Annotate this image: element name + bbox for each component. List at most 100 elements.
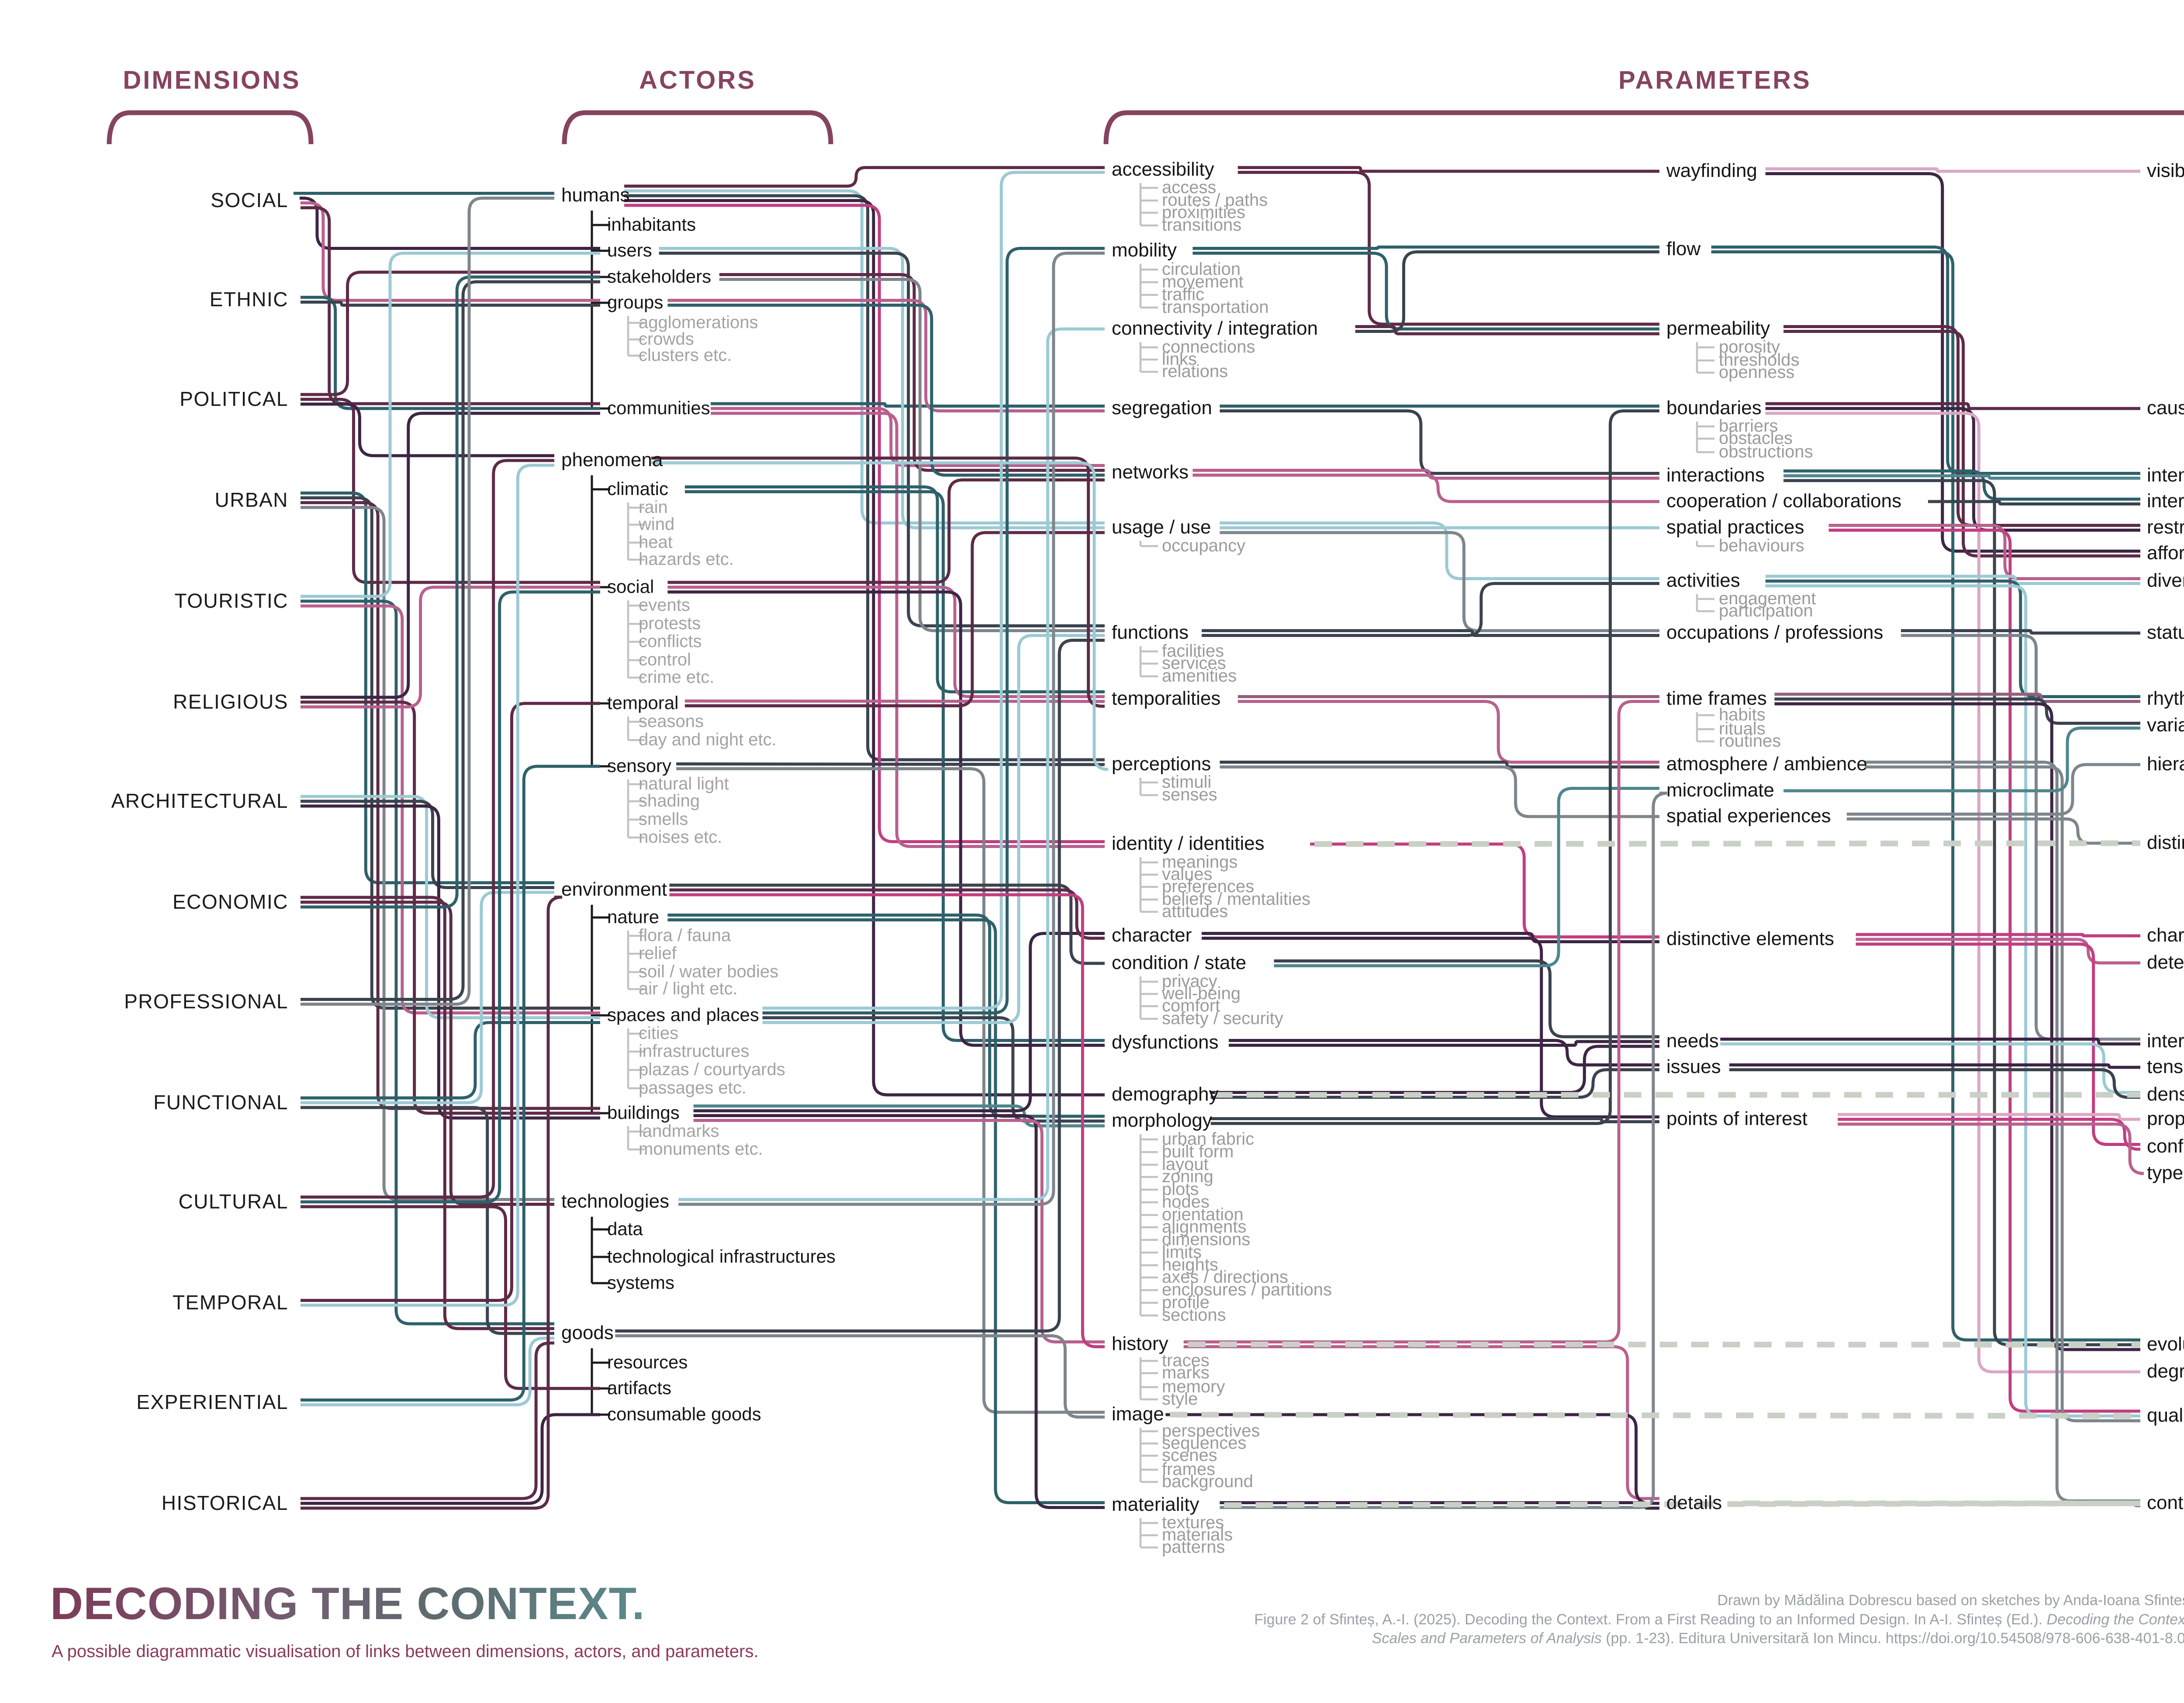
link-interactions-evolution — [1783, 479, 2140, 1346]
link-flow-intensity — [1711, 246, 2140, 475]
label-d-urban: URBAN — [214, 488, 288, 512]
label-history-sub2: memory — [1162, 1377, 1225, 1397]
link-d-functional-spaces — [301, 1021, 600, 1100]
label-d-political: POLITICAL — [180, 388, 288, 411]
label-hierarchies: hierarchies — [2147, 753, 2184, 775]
label-air: air / light etc. — [639, 979, 738, 999]
link-dysfunctions-needs — [1229, 1040, 1659, 1047]
label-tech-infra: technological infrastructures — [607, 1246, 836, 1267]
label-activities: activities — [1666, 570, 1740, 592]
label-agglomerations: agglomerations — [639, 313, 758, 332]
header-brace-2 — [1103, 110, 2184, 145]
label-d-experiential: EXPERIENTIAL — [136, 1391, 288, 1414]
label-condition-sub1: well-being — [1162, 984, 1241, 1004]
dashed-link-image-quality — [1170, 1412, 2141, 1419]
link-atmosphere-contrasts — [1865, 761, 2140, 1502]
label-history: history — [1112, 1333, 1168, 1355]
poster-title: DECODING THE CONTEXT. — [50, 1578, 645, 1629]
label-boundaries-sub1: obstacles — [1719, 429, 1793, 448]
label-evolution: evolution / changes — [2147, 1333, 2184, 1355]
link-d-experiential-sensory — [301, 765, 600, 1402]
tree-spatial-practices — [1696, 541, 1714, 547]
link-wayfinding-affordances — [1765, 172, 2140, 553]
label-flora: flora / fauna — [639, 926, 731, 945]
link-d-religious-communities — [301, 412, 600, 699]
label-accessibility-sub0: access — [1162, 178, 1216, 197]
label-usage-sub0: occupancy — [1162, 536, 1246, 556]
label-connectivity-sub0: connections — [1162, 337, 1255, 357]
label-points: points of interest — [1666, 1108, 1807, 1130]
link-nature-materiality — [667, 918, 1105, 1504]
tree-usage — [1139, 541, 1158, 547]
label-materiality-sub2: patterns — [1162, 1537, 1225, 1557]
label-accessibility-sub2: proximities — [1162, 203, 1246, 222]
label-morphology-sub3: zoning — [1162, 1167, 1213, 1187]
label-materiality: materiality — [1112, 1494, 1199, 1516]
label-image-sub0: perspectives — [1162, 1421, 1260, 1441]
label-d-temporal: TEMPORAL — [172, 1291, 288, 1314]
link-d-ethnic-communities — [301, 296, 600, 410]
link-connectivity-flow — [1355, 250, 1659, 333]
link-dysfunctions-issues — [1229, 1039, 1659, 1066]
link-distinctive-deteriorations — [1856, 938, 2140, 965]
link-communities-segregation — [711, 402, 1105, 408]
label-soil: soil / water bodies — [639, 962, 779, 982]
header-brace-1 — [562, 110, 833, 145]
link-permeability-affordances — [1783, 330, 2140, 557]
link-d-cultural-social — [301, 590, 600, 1204]
label-types: types / typologies — [2147, 1162, 2184, 1184]
tree-nature — [627, 931, 645, 990]
link-boundaries-degradations — [1765, 412, 2140, 1374]
link-buildings-history — [693, 1119, 1105, 1343]
label-microclimate: microclimate — [1666, 779, 1774, 801]
label-perceptions: perceptions — [1112, 753, 1211, 775]
label-morphology-sub10: heights — [1162, 1255, 1218, 1275]
link-demography-issues — [1210, 1068, 1659, 1099]
label-d-economic: ECONOMIC — [173, 890, 288, 914]
tree-materiality — [1139, 1518, 1158, 1549]
label-intensity: intensity — [2147, 464, 2184, 486]
label-spatial-practices-sub0: behaviours — [1719, 536, 1804, 556]
link-social-networks — [667, 478, 1105, 584]
label-d-architectural: ARCHITECTURAL — [111, 789, 288, 813]
link-d-architectural-environment — [301, 800, 554, 889]
tree-social — [627, 600, 645, 679]
label-crime: crime etc. — [639, 668, 715, 687]
tree-phenomena — [591, 475, 610, 768]
label-crowds: crowds — [639, 329, 694, 349]
link-condition-microclimate — [1274, 787, 1659, 967]
label-buildings: buildings — [607, 1102, 680, 1123]
label-networks: networks — [1112, 461, 1189, 483]
label-hazards: hazards etc. — [639, 550, 734, 569]
link-communities-identity — [711, 412, 1105, 848]
link-d-touristic-users — [301, 252, 600, 598]
link-demography-needs — [1210, 1045, 1659, 1094]
link-d-temporal-phenomena — [301, 464, 554, 1307]
label-condition: condition / state — [1112, 952, 1247, 974]
label-consumable: consumable goods — [607, 1404, 761, 1425]
label-distinctions: distinctions — [2147, 832, 2184, 854]
link-activities-rhythms — [1765, 579, 2140, 698]
label-nature: nature — [607, 907, 660, 928]
link-d-professional-stakeholders — [301, 280, 600, 1001]
label-temporalities: temporalities — [1112, 688, 1221, 710]
link-d-political-social — [301, 398, 600, 584]
link-technologies-mobility — [678, 252, 1105, 1206]
link-humans-usage — [624, 189, 1105, 525]
label-morphology-sub1: built form — [1162, 1142, 1234, 1162]
label-causalities: causalities — [2147, 397, 2184, 419]
label-variations: variations — [2147, 714, 2184, 736]
label-landmarks: landmarks — [639, 1121, 719, 1141]
link-groups-networks — [667, 304, 1105, 477]
link-humans-accessibility — [624, 166, 1105, 188]
label-morphology-sub4: plots — [1162, 1180, 1199, 1199]
label-functions: functions — [1112, 622, 1189, 644]
label-activities-sub1: participation — [1719, 601, 1813, 621]
label-identity-sub2: preferences — [1162, 877, 1254, 896]
link-d-urban-environment — [301, 492, 554, 884]
label-accessibility-sub1: routes / paths — [1162, 190, 1268, 210]
link-morphology-boundaries — [1210, 409, 1659, 1125]
link-d-economic-stakeholders — [301, 275, 600, 909]
label-communities: communities — [607, 398, 710, 419]
label-history-sub1: marks — [1162, 1363, 1209, 1383]
